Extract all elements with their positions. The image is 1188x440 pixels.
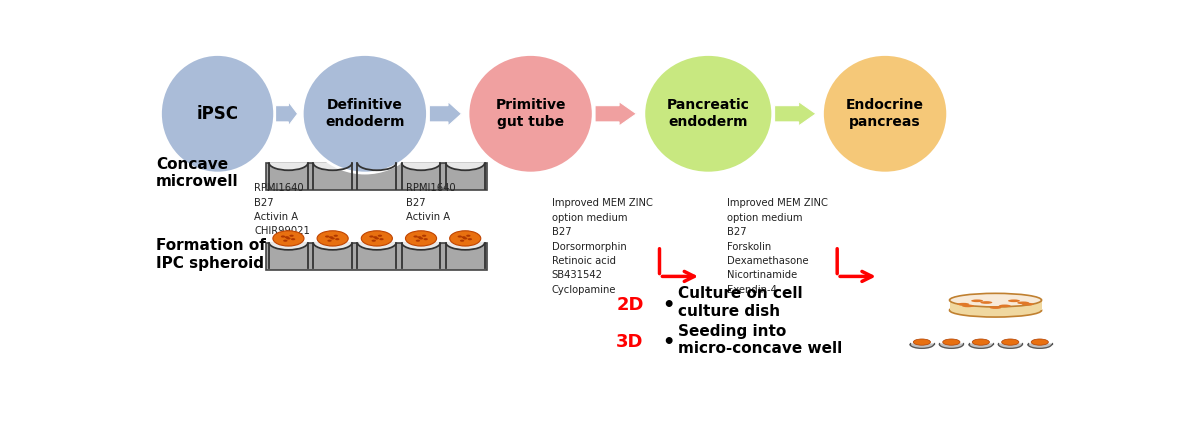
Polygon shape [314,163,352,170]
Polygon shape [314,242,352,250]
Text: Definitive
endoderm: Definitive endoderm [326,98,405,129]
Text: Concave
microwell: Concave microwell [156,157,239,189]
Ellipse shape [914,339,930,345]
Ellipse shape [980,301,992,304]
Ellipse shape [460,240,465,242]
Ellipse shape [1007,300,1020,302]
Ellipse shape [372,240,375,242]
Ellipse shape [958,303,969,305]
Ellipse shape [461,236,466,238]
Ellipse shape [468,55,593,173]
Polygon shape [358,163,397,170]
Ellipse shape [990,306,1001,309]
Ellipse shape [644,55,772,173]
Bar [266,242,487,270]
Ellipse shape [468,238,472,240]
Text: RPMI1640
B27
Activin A: RPMI1640 B27 Activin A [406,183,456,222]
Ellipse shape [999,304,1011,307]
Text: 3D: 3D [617,334,644,352]
Polygon shape [402,242,441,250]
FancyArrow shape [429,102,461,126]
Ellipse shape [361,231,392,246]
Ellipse shape [423,238,428,240]
Polygon shape [268,242,308,250]
Ellipse shape [285,236,289,238]
Polygon shape [1028,344,1051,348]
Ellipse shape [379,238,384,240]
Bar [266,163,487,190]
Ellipse shape [273,231,304,246]
Text: Improved MEM ZINC
option medium
B27
Forskolin
Dexamethasone
Nicortinamide
Exendi: Improved MEM ZINC option medium B27 Fors… [727,198,828,295]
Ellipse shape [457,235,462,238]
Ellipse shape [329,236,334,238]
Ellipse shape [943,339,960,345]
Ellipse shape [822,55,948,173]
Ellipse shape [949,304,1042,317]
Ellipse shape [373,236,378,238]
Ellipse shape [378,235,383,237]
Ellipse shape [317,231,348,246]
Ellipse shape [335,238,340,240]
Ellipse shape [971,300,984,302]
Polygon shape [998,344,1022,348]
Ellipse shape [972,339,990,345]
Ellipse shape [283,240,287,242]
Polygon shape [940,344,963,348]
Ellipse shape [160,55,274,173]
Ellipse shape [413,235,418,238]
Polygon shape [402,163,441,170]
Ellipse shape [286,237,291,239]
Ellipse shape [416,240,421,242]
Ellipse shape [949,293,1042,307]
Text: iPSC: iPSC [196,105,239,123]
Polygon shape [358,242,397,250]
Ellipse shape [1017,301,1029,304]
FancyArrow shape [775,102,816,126]
Ellipse shape [417,236,422,238]
Ellipse shape [290,235,293,237]
Ellipse shape [330,237,335,239]
Polygon shape [446,242,485,250]
Ellipse shape [302,55,428,173]
Text: Endocrine
pancreas: Endocrine pancreas [846,98,924,129]
Ellipse shape [369,235,373,238]
Ellipse shape [419,237,423,239]
Ellipse shape [291,238,296,240]
Polygon shape [268,163,308,170]
Polygon shape [446,163,485,170]
FancyArrow shape [276,102,298,126]
Text: 2D: 2D [617,296,644,314]
Ellipse shape [1001,339,1019,345]
Bar [949,300,1042,310]
Text: Improved MEM ZINC
option medium
B27
Dorsormorphin
Retinoic acid
SB431542
Cyclopa: Improved MEM ZINC option medium B27 Dors… [551,198,652,295]
Text: Seeding into
micro-concave well: Seeding into micro-concave well [678,324,842,356]
Text: •: • [662,333,675,352]
Ellipse shape [328,240,331,242]
Ellipse shape [463,237,467,239]
Ellipse shape [1022,303,1034,305]
Text: RPMI1640
B27
Activin A
CHIR99021: RPMI1640 B27 Activin A CHIR99021 [254,183,310,236]
Text: •: • [662,296,675,315]
Ellipse shape [962,304,974,307]
Text: Culture on cell
culture dish: Culture on cell culture dish [678,286,803,319]
Ellipse shape [1031,339,1048,345]
Ellipse shape [450,231,481,246]
Ellipse shape [280,235,285,238]
Polygon shape [969,344,993,348]
Ellipse shape [466,235,470,237]
Ellipse shape [405,231,436,246]
Polygon shape [910,344,934,348]
FancyArrow shape [595,102,637,126]
Ellipse shape [422,235,426,237]
Text: Formation of
IPC spheroid: Formation of IPC spheroid [156,238,266,271]
Text: Primitive
gut tube: Primitive gut tube [495,98,565,129]
Ellipse shape [326,235,329,238]
Text: Pancreatic
endoderm: Pancreatic endoderm [666,98,750,129]
Ellipse shape [334,235,337,237]
Ellipse shape [374,237,379,239]
